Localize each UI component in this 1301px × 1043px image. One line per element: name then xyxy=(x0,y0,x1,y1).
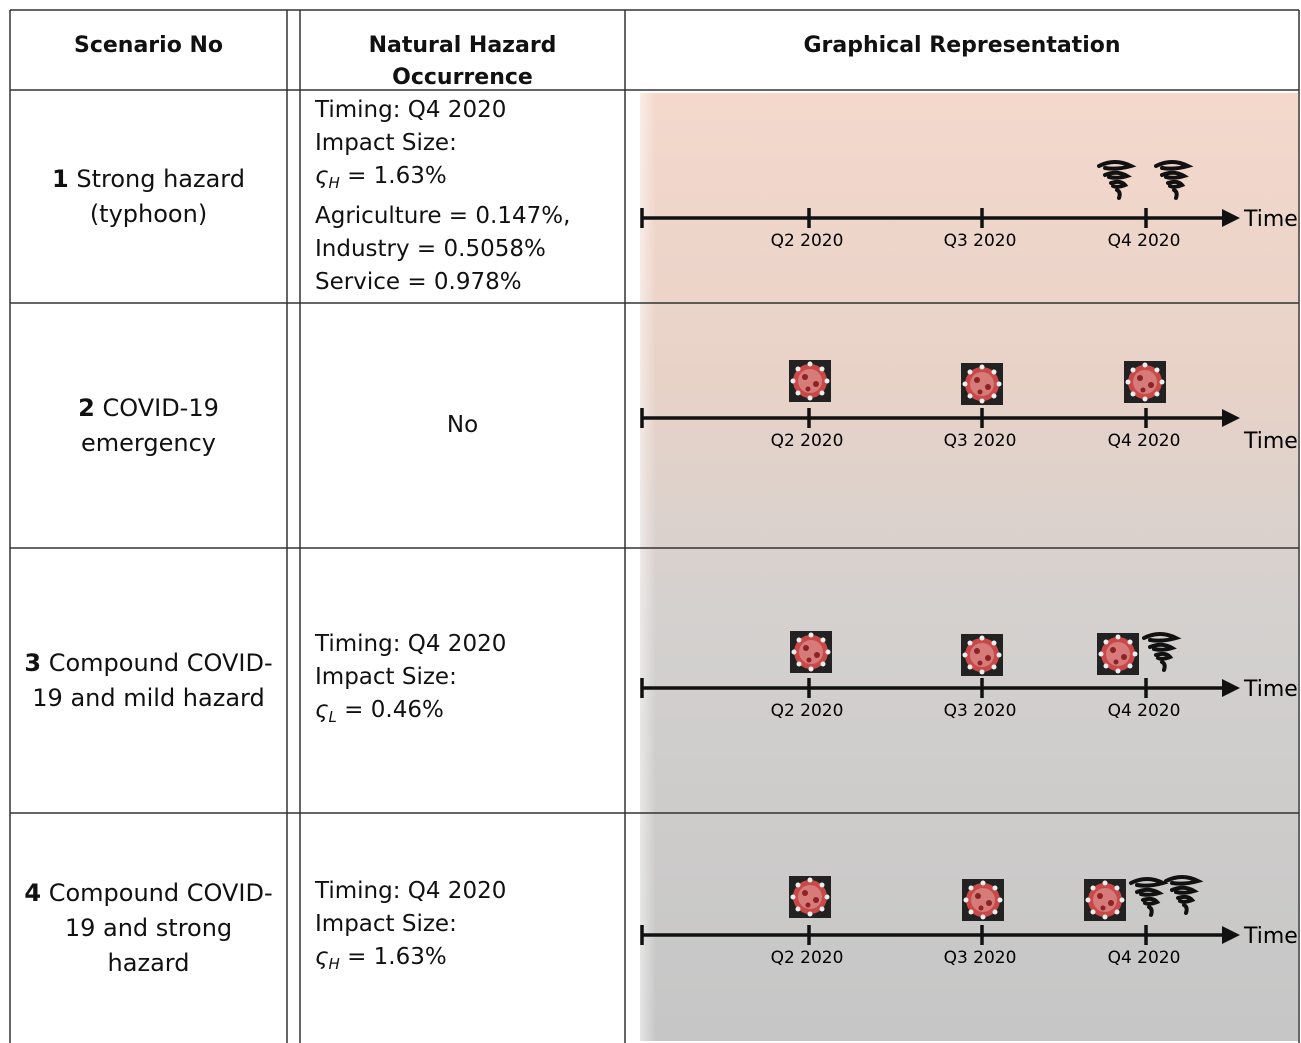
impact-subscript: L xyxy=(328,707,337,726)
hazard-impact: ςH = 1.63% xyxy=(315,160,625,200)
scenario-name: Compound COVID-19 and mild hazard xyxy=(32,648,273,712)
timeline-tick-label: Q3 2020 xyxy=(944,948,1017,968)
covid-icon xyxy=(1084,879,1126,921)
timeline: Q2 2020 Q3 2020 Q4 2020 Time xyxy=(640,631,1298,721)
impact-value: = 0.46% xyxy=(344,696,444,723)
scenario-text: 4 Compound COVID-19 and strong hazard xyxy=(24,876,273,981)
timeline-arrow xyxy=(1222,409,1240,427)
timeline-tick-label: Q4 2020 xyxy=(1108,431,1181,451)
scenario-text: 1 Strong hazard (typhoon) xyxy=(24,162,273,232)
impact-subscript: H xyxy=(328,174,340,192)
scenario-number: 3 xyxy=(24,648,42,677)
hazard-impact-label: Impact Size: xyxy=(315,911,457,937)
impact-value: = 1.63% xyxy=(347,944,447,970)
timeline-tick-label: Q3 2020 xyxy=(944,431,1017,451)
timeline-tick-label: Q2 2020 xyxy=(771,701,844,721)
scenario-cell: 3 Compound COVID-19 and mild hazard xyxy=(10,548,287,813)
impact-symbol: ς xyxy=(315,696,329,723)
hazard-timing: Timing: Q4 2020 xyxy=(315,97,507,123)
timeline-tick-label: Q4 2020 xyxy=(1108,231,1181,251)
timeline-arrow xyxy=(1222,209,1240,227)
timeline-tick-label: Q2 2020 xyxy=(771,231,844,251)
background-fade xyxy=(626,93,656,1041)
timeline-tick-label: Q3 2020 xyxy=(944,231,1017,251)
timeline-tick-label: Q3 2020 xyxy=(944,701,1017,721)
header-cell: Graphical Representation xyxy=(625,10,1299,90)
covid-icon xyxy=(1097,633,1139,675)
timeline-arrow xyxy=(1222,926,1240,944)
timeline: Q2 2020 Q3 2020 Q4 2020 Time xyxy=(640,875,1298,968)
hazard-cell: No xyxy=(300,303,625,548)
header-cell: Scenario No xyxy=(10,10,287,90)
covid-icon xyxy=(962,879,1004,921)
timeline-axis-label: Time xyxy=(1243,924,1298,949)
timeline-tick-label: Q4 2020 xyxy=(1108,701,1181,721)
scenario-cell: 4 Compound COVID-19 and strong hazard xyxy=(10,813,287,1043)
timeline-arrow xyxy=(1222,679,1240,697)
timeline-axis-label: Time xyxy=(1243,677,1298,702)
covid-icon xyxy=(789,360,831,402)
hazard-cell: Timing: Q4 2020 Impact Size: ςH = 1.63% xyxy=(300,813,625,1043)
scenario-text: 2 COVID-19 emergency xyxy=(24,391,273,461)
scenario-number: 4 xyxy=(24,878,42,907)
timeline: Q2 2020 Q3 2020 Q4 2020 Time xyxy=(640,160,1298,251)
covid-icon xyxy=(1124,361,1166,403)
covid-icon xyxy=(789,876,831,918)
header-text: Graphical Representation xyxy=(803,33,1121,58)
timeline-tick-label: Q2 2020 xyxy=(771,431,844,451)
hazard-sector: Industry = 0.5058% xyxy=(315,236,546,262)
scenario-text: 3 Compound COVID-19 and mild hazard xyxy=(24,646,273,716)
hazard-sector: Service = 0.978% xyxy=(315,269,522,295)
impact-symbol: ς xyxy=(315,944,329,970)
hazard-timing: Timing: Q4 2020 xyxy=(315,630,507,657)
impact-value: = 1.63% xyxy=(347,163,447,189)
hazard-impact: ςH = 1.63% xyxy=(315,941,625,981)
scenario-name: COVID-19 emergency xyxy=(81,393,219,457)
hazard-cell: Timing: Q4 2020 Impact Size: ςH = 1.63% Agr… xyxy=(300,90,625,303)
timeline-axis-label: Time xyxy=(1243,207,1298,232)
header-text: Natural Hazard Occurrence xyxy=(368,33,557,90)
covid-icon xyxy=(961,363,1003,405)
scenario-cell: 1 Strong hazard (typhoon) xyxy=(10,90,287,303)
header-text: Scenario No xyxy=(73,33,223,58)
hazard-text: No xyxy=(446,412,479,438)
table-lines xyxy=(9,9,1300,1043)
scenario-number: 2 xyxy=(78,393,95,422)
scenario-name: Strong hazard (typhoon) xyxy=(76,164,245,228)
timeline: Q2 2020 Q3 2020 Q4 2020 Time xyxy=(640,360,1298,454)
hazard-cell: Timing: Q4 2020 Impact Size: ςL = 0.46% xyxy=(300,548,625,813)
hazard-sector: Agriculture = 0.147%, xyxy=(315,203,571,229)
timeline-axis-label: Time xyxy=(1243,429,1298,454)
timeline-tick-label: Q2 2020 xyxy=(771,948,844,968)
covid-icon xyxy=(961,634,1003,676)
impact-symbol: ς xyxy=(315,163,329,189)
hazard-impact-label: Impact Size: xyxy=(315,130,457,156)
hazard-timing: Timing: Q4 2020 xyxy=(315,878,507,904)
scenario-cell: 2 COVID-19 emergency xyxy=(10,303,287,548)
scenario-name: Compound COVID-19 and strong hazard xyxy=(48,878,273,977)
header-cell: Natural Hazard Occurrence xyxy=(300,10,625,90)
timeline-tick-label: Q4 2020 xyxy=(1108,948,1181,968)
impact-subscript: H xyxy=(328,955,340,973)
hazard-impact-label: Impact Size: xyxy=(315,663,457,690)
hazard-impact: ςL = 0.46% xyxy=(315,694,625,734)
covid-icon xyxy=(790,631,832,673)
scenario-number: 1 xyxy=(52,164,69,193)
